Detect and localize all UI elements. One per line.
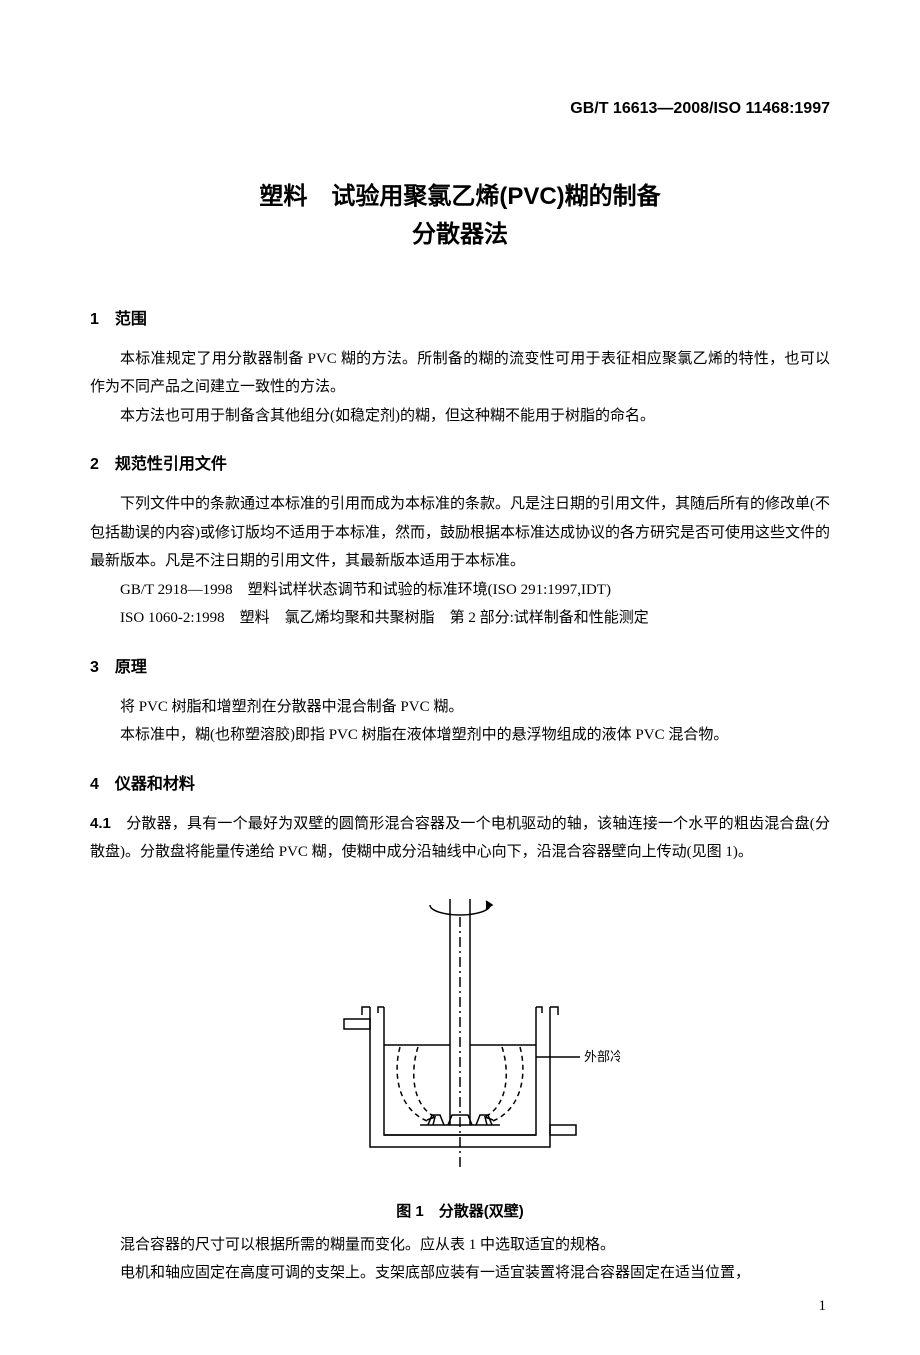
section-1-p3: 本方法也可用于制备含其他组分(如稳定剂)的糊，但这种糊不能用于树脂的命名。 (90, 402, 830, 431)
section-2-p1: 下列文件中的条款通过本标准的引用而成为本标准的条款。凡是注日期的引用文件，其随后… (90, 490, 830, 576)
section-1-heading: 1 范围 (90, 305, 830, 329)
page-number: 1 (90, 1298, 830, 1315)
disperser-diagram-icon: 外部冷却 (300, 887, 620, 1187)
standard-code: GB/T 16613—2008/ISO 11468:1997 (90, 100, 830, 118)
document-page: GB/T 16613—2008/ISO 11468:1997 塑料 试验用聚氯乙… (0, 0, 920, 1355)
figure-1: 外部冷却 图 1 分散器(双壁) (90, 887, 830, 1221)
section-2-ref2: ISO 1060-2:1998 塑料 氯乙烯均聚和共聚树脂 第 2 部分:试样制… (90, 604, 830, 633)
section-3-heading: 3 原理 (90, 653, 830, 677)
section-4-after-p1: 混合容器的尺寸可以根据所需的糊量而变化。应从表 1 中选取适宜的规格。 (90, 1231, 830, 1260)
section-4-1-num: 4.1 (90, 815, 111, 832)
section-4-after-p2: 电机和轴应固定在高度可调的支架上。支架底部应装有一适宜装置将混合容器固定在适当位… (90, 1259, 830, 1288)
section-3-p1: 将 PVC 树脂和增塑剂在分散器中混合制备 PVC 糊。 (90, 693, 830, 722)
section-4-1-text: 分散器，具有一个最好为双壁的圆筒形混合容器及一个电机驱动的轴，该轴连接一个水平的… (90, 816, 830, 861)
figure-label: 外部冷却 (584, 1049, 620, 1064)
figure-1-caption: 图 1 分散器(双壁) (90, 1200, 830, 1221)
title-line-2: 分散器法 (90, 216, 830, 254)
section-3-p2: 本标准中，糊(也称塑溶胶)即指 PVC 树脂在液体增塑剂中的悬浮物组成的液体 P… (90, 721, 830, 750)
section-1-p1: 本标准规定了用分散器制备 PVC 糊的方法。所制备的糊的流变性可用于表征相应聚氯… (90, 345, 830, 402)
main-title: 塑料 试验用聚氯乙烯(PVC)糊的制备 分散器法 (90, 178, 830, 255)
section-2-ref1: GB/T 2918—1998 塑料试样状态调节和试验的标准环境(ISO 291:… (90, 576, 830, 605)
section-2-heading: 2 规范性引用文件 (90, 450, 830, 474)
section-4-1: 4.1 分散器，具有一个最好为双壁的圆筒形混合容器及一个电机驱动的轴，该轴连接一… (90, 810, 830, 867)
section-4-heading: 4 仪器和材料 (90, 770, 830, 794)
title-line-1: 塑料 试验用聚氯乙烯(PVC)糊的制备 (90, 178, 830, 216)
